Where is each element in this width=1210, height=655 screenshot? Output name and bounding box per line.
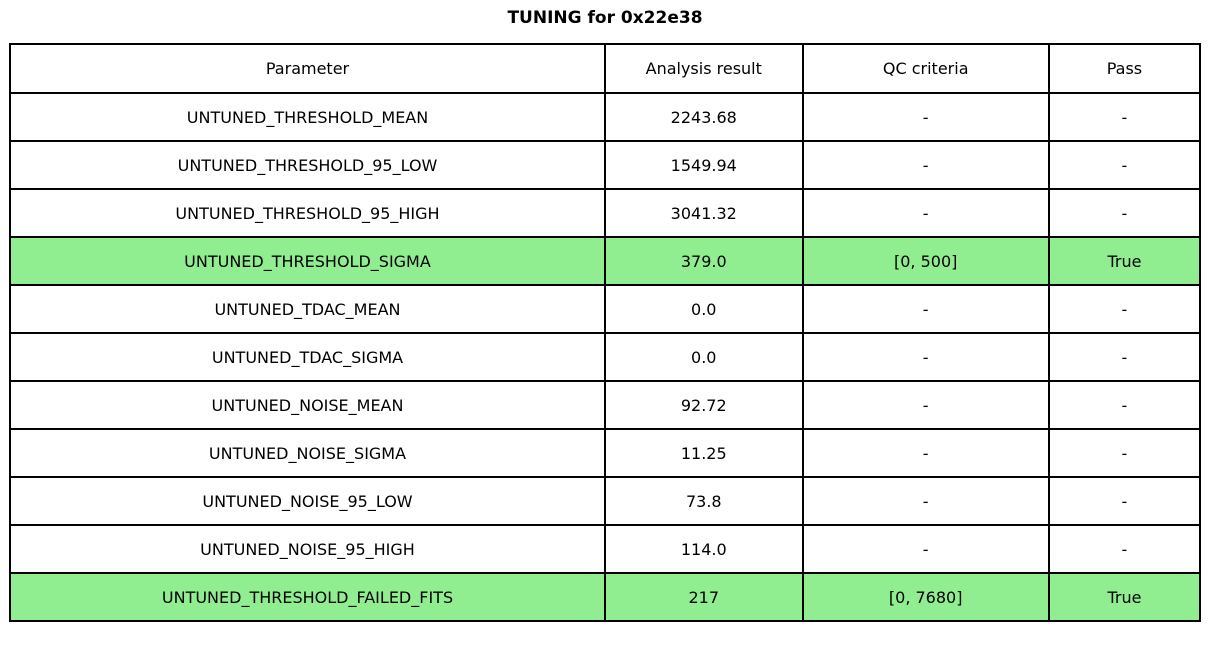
table-row: UNTUNED_THRESHOLD_MEAN 2243.68 - - [9,92,1202,142]
pass-cell: - [1047,284,1202,334]
qc-criteria-cell: - [801,284,1050,334]
table-row: UNTUNED_NOISE_MEAN 92.72 - - [9,380,1202,430]
table-row-highlighted: UNTUNED_THRESHOLD_FAILED_FITS 217 [0, 76… [9,572,1202,622]
analysis-result-cell: 0.0 [604,332,804,382]
qc-criteria-cell: [0, 7680] [801,572,1050,622]
qc-criteria-cell: - [801,380,1050,430]
table-row-highlighted: UNTUNED_THRESHOLD_SIGMA 379.0 [0, 500] T… [9,236,1202,286]
table-header-row: Parameter Analysis result QC criteria Pa… [9,43,1202,94]
pass-cell: - [1047,140,1202,190]
column-header-pass: Pass [1047,43,1202,94]
pass-cell: - [1047,428,1202,478]
parameter-cell: UNTUNED_TDAC_SIGMA [9,332,606,382]
analysis-result-cell: 114.0 [604,524,804,574]
parameter-cell: UNTUNED_NOISE_SIGMA [9,428,606,478]
analysis-result-cell: 0.0 [604,284,804,334]
analysis-result-cell: 1549.94 [604,140,804,190]
parameter-cell: UNTUNED_THRESHOLD_SIGMA [9,236,606,286]
column-header-analysis-result: Analysis result [604,43,804,94]
analysis-result-cell: 217 [604,572,804,622]
table-row: UNTUNED_THRESHOLD_95_LOW 1549.94 - - [9,140,1202,190]
pass-cell: - [1047,524,1202,574]
analysis-result-cell: 2243.68 [604,92,804,142]
pass-cell: True [1047,572,1202,622]
analysis-result-cell: 3041.32 [604,188,804,238]
qc-criteria-cell: - [801,332,1050,382]
pass-cell: - [1047,92,1202,142]
parameter-cell: UNTUNED_NOISE_MEAN [9,380,606,430]
analysis-result-cell: 11.25 [604,428,804,478]
column-header-qc-criteria: QC criteria [801,43,1050,94]
qc-criteria-cell: - [801,428,1050,478]
column-header-parameter: Parameter [9,43,606,94]
pass-cell: True [1047,236,1202,286]
table-row: UNTUNED_THRESHOLD_95_HIGH 3041.32 - - [9,188,1202,238]
pass-cell: - [1047,188,1202,238]
qc-results-table: Parameter Analysis result QC criteria Pa… [9,43,1202,622]
qc-criteria-cell: - [801,140,1050,190]
table-row: UNTUNED_NOISE_95_LOW 73.8 - - [9,476,1202,526]
table-row: UNTUNED_NOISE_95_HIGH 114.0 - - [9,524,1202,574]
table-row: UNTUNED_TDAC_SIGMA 0.0 - - [9,332,1202,382]
parameter-cell: UNTUNED_NOISE_95_LOW [9,476,606,526]
parameter-cell: UNTUNED_TDAC_MEAN [9,284,606,334]
qc-criteria-cell: - [801,188,1050,238]
analysis-result-cell: 73.8 [604,476,804,526]
table-row: UNTUNED_NOISE_SIGMA 11.25 - - [9,428,1202,478]
parameter-cell: UNTUNED_THRESHOLD_95_HIGH [9,188,606,238]
qc-criteria-cell: - [801,92,1050,142]
parameter-cell: UNTUNED_NOISE_95_HIGH [9,524,606,574]
page-title: TUNING for 0x22e38 [507,8,703,28]
pass-cell: - [1047,332,1202,382]
parameter-cell: UNTUNED_THRESHOLD_MEAN [9,92,606,142]
qc-criteria-cell: [0, 500] [801,236,1050,286]
pass-cell: - [1047,380,1202,430]
analysis-result-cell: 379.0 [604,236,804,286]
table-row: UNTUNED_TDAC_MEAN 0.0 - - [9,284,1202,334]
analysis-result-cell: 92.72 [604,380,804,430]
pass-cell: - [1047,476,1202,526]
qc-criteria-cell: - [801,476,1050,526]
parameter-cell: UNTUNED_THRESHOLD_95_LOW [9,140,606,190]
qc-criteria-cell: - [801,524,1050,574]
parameter-cell: UNTUNED_THRESHOLD_FAILED_FITS [9,572,606,622]
